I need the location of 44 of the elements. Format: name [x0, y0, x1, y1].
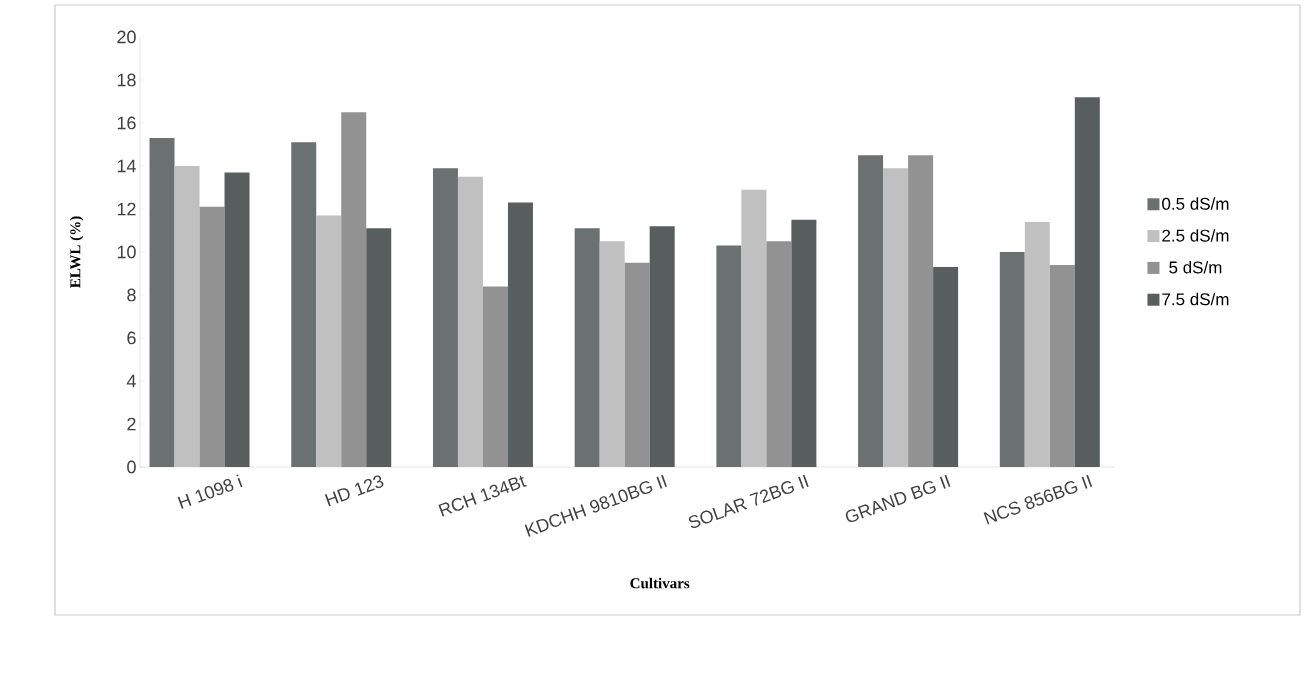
- bar: [624, 262, 650, 467]
- legend-label: 5 dS/m: [1169, 261, 1222, 274]
- y-tick-label: 20: [117, 30, 136, 44]
- legend-label: 2.5 dS/m: [1162, 229, 1229, 242]
- legend-label: 0.5 dS/m: [1162, 197, 1229, 210]
- y-tick-label: 12: [117, 202, 136, 216]
- bar: [432, 168, 458, 467]
- bar: [574, 228, 600, 467]
- x-axis-title: Cultivars: [630, 577, 690, 589]
- bar: [366, 228, 392, 467]
- bar: [291, 142, 317, 467]
- y-tick-label: 6: [127, 331, 136, 345]
- y-tick-label: 14: [117, 159, 136, 173]
- bar: [341, 112, 367, 467]
- x-tick-label: RCH 134Bt: [438, 475, 527, 517]
- y-tick-label: 18: [117, 73, 136, 87]
- bar: [1074, 97, 1100, 467]
- x-tick-label: H 1098 i: [177, 474, 243, 509]
- y-tick-label: 0: [127, 460, 136, 474]
- y-axis-title: ELWL (%): [69, 216, 84, 288]
- x-tick-label: GRAND BG II: [845, 474, 951, 523]
- y-tick-label: 8: [127, 288, 136, 302]
- bar: [1049, 264, 1075, 467]
- y-tick-label: 4: [126, 374, 136, 388]
- bar: [149, 138, 175, 467]
- bar: [858, 155, 884, 467]
- bar: [766, 241, 792, 467]
- bar: [933, 267, 959, 467]
- bar: [999, 252, 1025, 467]
- bar: [482, 286, 508, 467]
- bar: [716, 245, 742, 467]
- legend-label: 7.5 dS/m: [1162, 292, 1229, 306]
- x-tick-label: HD 123: [324, 475, 384, 507]
- bar: [908, 155, 934, 467]
- x-tick-label: NCS 856BG II: [983, 474, 1093, 525]
- bar: [507, 202, 533, 467]
- y-tick-label: 10: [117, 245, 136, 259]
- bar: [791, 219, 817, 467]
- bar: [199, 206, 225, 467]
- y-tick-label: 16: [117, 116, 136, 130]
- x-tick-label: SOLAR 72BG II: [688, 474, 809, 529]
- bar: [649, 226, 675, 467]
- y-tick-label: 2: [127, 417, 136, 431]
- bar: [224, 172, 250, 467]
